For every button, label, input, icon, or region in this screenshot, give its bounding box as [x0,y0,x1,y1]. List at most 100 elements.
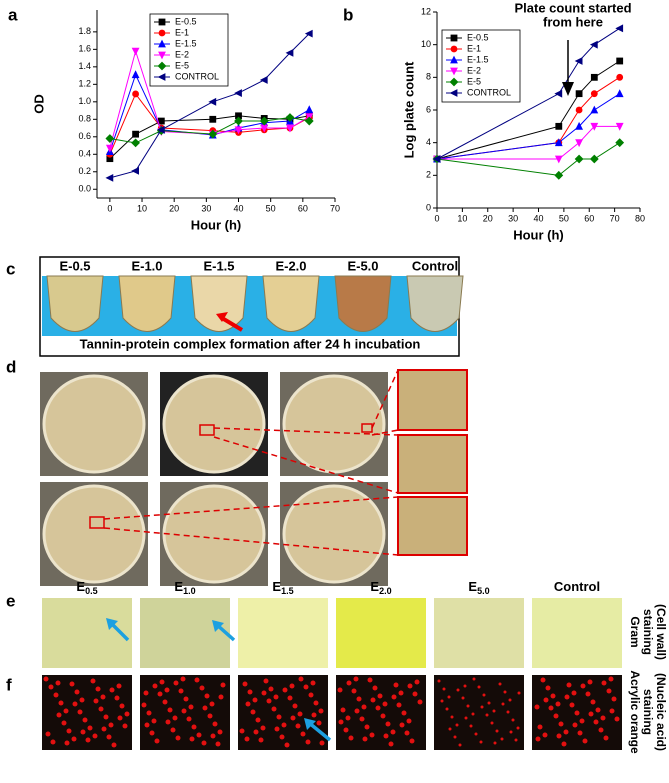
marker [156,125,165,134]
ao-spot [580,683,586,689]
ao-spot [407,683,413,689]
ao-spot [471,712,475,716]
y-tick-label: 1.8 [78,26,91,36]
side-label: Gram [628,616,642,647]
marker [158,29,166,37]
tube [262,275,320,332]
ao-spot [204,693,210,699]
ao-spot [290,715,296,721]
x-tick-label: 30 [508,213,518,223]
marker [131,166,139,175]
x-tick-label: 80 [635,213,645,223]
ao-spot [167,707,173,713]
legend-label: E-2 [175,49,189,59]
ao-spot [542,732,548,738]
ao-spot [274,726,280,732]
ao-spot [579,718,585,724]
series-line [109,49,310,149]
marker [285,48,294,57]
plate [162,374,266,474]
y-tick-label: 8 [426,72,431,82]
ao-spot [396,702,402,708]
ao-spot [563,729,569,735]
ao-spot [569,702,575,708]
ao-spot [85,737,91,743]
zoom-lines [103,369,399,556]
x-tick-label: 50 [266,203,276,213]
ao-spot [382,701,388,707]
y-tick-label: 1.2 [78,79,91,89]
ao-spot [553,713,559,719]
ao-spot [388,741,394,747]
blue-arrow-head [106,618,118,630]
arrow [220,316,244,332]
ao-spot [414,679,420,685]
side-label: (Cell wall) [654,604,668,660]
ao-spot [516,726,520,730]
ao-spot [212,721,218,727]
legend-label: E-2 [467,65,481,75]
ao-spot [244,736,250,742]
ao-spot [310,680,316,686]
ao-spot [266,698,272,704]
marker [304,29,313,38]
y-tick-label: 0.2 [78,166,91,176]
legend-label: E-1 [175,27,189,37]
ao-spot [260,725,266,731]
ao-spot [271,706,277,712]
tube-label: E-1.0 [131,258,162,273]
side-label: Acrylic orange [628,670,642,754]
marker [616,73,624,81]
marker [132,90,139,98]
ao-spot [245,701,251,707]
ao-spot [609,708,615,714]
ao-spot [319,740,325,746]
marker [589,40,598,49]
marker [575,106,583,114]
ao-spot [281,722,287,728]
marker [234,89,242,97]
ao-spot [585,691,591,697]
annotation-head [562,82,574,96]
x-axis-title: Hour (h) [191,217,242,232]
ao-spot [109,687,115,693]
ao-spot [469,724,473,728]
ao-spot [77,709,83,715]
marker [450,45,458,53]
ao-spot [117,715,123,721]
ao-spot [445,707,449,711]
ao-spot [356,696,362,702]
ao-spot [480,705,484,709]
marker [208,129,218,139]
ao-spot [165,719,171,725]
plate [42,484,146,584]
marker [105,134,115,143]
ao-spot [463,684,467,688]
y-tick-label: 0.8 [78,114,91,124]
marker [259,76,268,84]
marker [285,113,295,122]
ao-spot [550,693,556,699]
ao-spot [477,685,481,689]
ao-spot [207,713,213,719]
ao-spot [261,690,267,696]
ao-spot [474,732,478,736]
ao-spot [173,680,179,686]
ao-spot [337,687,343,693]
ao-spot [58,700,64,706]
ao-spot [273,694,279,700]
tube-label: Control [412,258,458,273]
legend-label: E-1.5 [467,54,489,64]
ao-spot [370,697,376,703]
panel-letter: f [6,675,12,694]
y-tick-label: 0.6 [78,131,91,141]
ao-spot [87,725,93,731]
ao-spot [383,733,389,739]
ao-spot [558,721,564,727]
ao-spot [199,685,205,691]
series-line [109,115,310,160]
marker [157,117,165,125]
ao-spot [217,729,223,735]
ao-spot [412,691,418,697]
